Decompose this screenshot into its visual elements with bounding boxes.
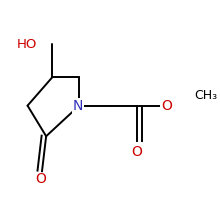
Text: O: O bbox=[36, 172, 46, 186]
Text: HO: HO bbox=[17, 38, 38, 51]
Text: O: O bbox=[132, 145, 143, 159]
Text: N: N bbox=[73, 99, 83, 113]
Text: CH₃: CH₃ bbox=[194, 89, 217, 102]
Text: O: O bbox=[161, 99, 172, 113]
